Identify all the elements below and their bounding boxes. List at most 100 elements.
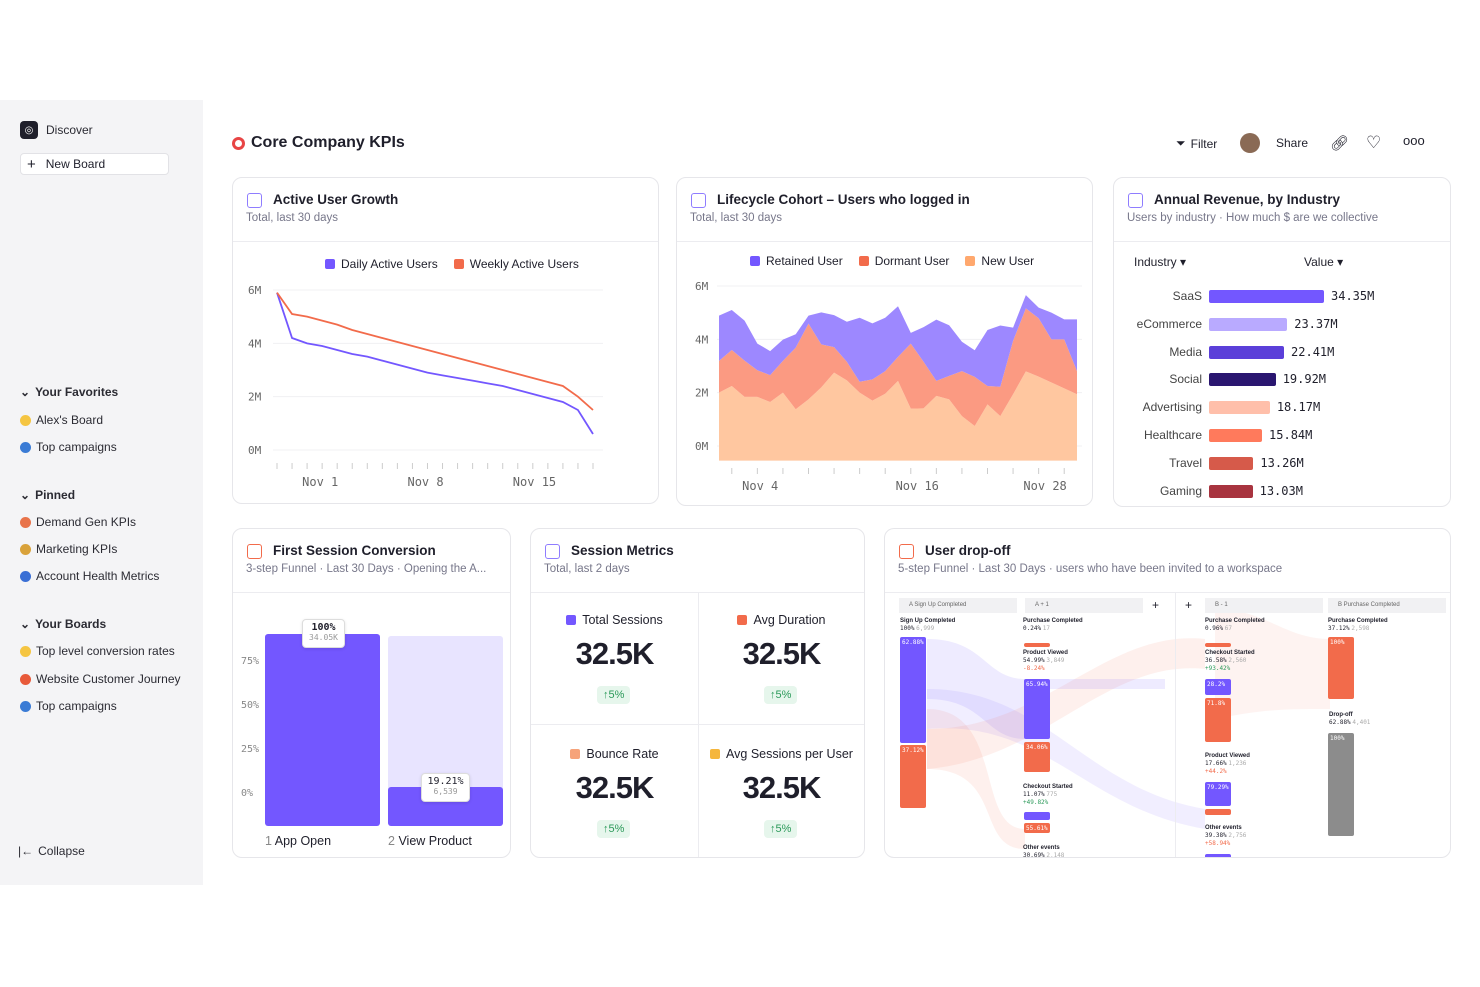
conversion-tooltip: 19.21% 6,539 <box>421 773 470 802</box>
sidebar-item[interactable]: Top campaigns <box>20 440 117 454</box>
legend-item[interactable]: Retained User <box>750 254 843 268</box>
legend-item[interactable]: Weekly Active Users <box>453 257 579 271</box>
sidebar-item[interactable]: Demand Gen KPIs <box>20 515 136 529</box>
step-node[interactable]: Other events 30.69% 2,148 <box>1023 845 1065 858</box>
b[interactable]: Product Viewed 17.66% 1,236 +44.2% <box>1205 753 1250 775</box>
funnel-segment[interactable]: 100% <box>1328 733 1354 836</box>
step-node[interactable]: Product Viewed 54.99% 3,849 -8.24% <box>1023 650 1068 672</box>
revenue-bar[interactable] <box>1209 401 1270 415</box>
funnel-segment[interactable]: 55.61% <box>1024 823 1050 833</box>
revenue-bar[interactable] <box>1209 373 1276 387</box>
card-title[interactable]: First Session Conversion <box>273 543 436 558</box>
sidebar-item[interactable]: Alex's Board <box>20 413 103 427</box>
sidebar-item[interactable]: Marketing KPIs <box>20 542 117 556</box>
step-node[interactable]: Purchase Completed 0.24% 17 <box>1023 618 1083 632</box>
add-step-button[interactable]: + <box>1152 598 1160 612</box>
y-tick-label: 2M <box>248 391 262 404</box>
pinned-section-toggle[interactable]: ⌄ Pinned <box>20 488 75 502</box>
first-session-conversion-card: First Session Conversion 3-step Funnel ·… <box>232 528 511 858</box>
conversion-tooltip: 100% 34.05K <box>302 619 345 648</box>
funnel-segment[interactable] <box>1205 854 1231 857</box>
funnel-segment[interactable] <box>1205 643 1231 647</box>
funnel-icon <box>899 544 914 559</box>
legend-item[interactable]: New User <box>965 254 1034 268</box>
value-label: 13.03M <box>1259 483 1303 498</box>
step-header[interactable]: A Sign Up Completed <box>899 598 1017 613</box>
step-node[interactable]: Purchase Completed 37.12% 2,598 <box>1328 618 1388 632</box>
new-board-label: New Board <box>45 157 106 171</box>
sidebar-item[interactable]: Account Health Metrics <box>20 569 159 583</box>
card-title[interactable]: Active User Growth <box>273 192 399 207</box>
revenue-bar[interactable] <box>1209 429 1263 442</box>
industry-label: Gaming <box>1159 483 1202 498</box>
collapse-icon: |← <box>18 844 34 858</box>
funnel-segment[interactable]: 71.8% <box>1205 698 1231 742</box>
revenue-bar[interactable] <box>1209 345 1285 359</box>
sidebar-item[interactable]: Website Customer Journey <box>20 672 181 686</box>
funnel-segment[interactable]: 28.2% <box>1205 679 1231 695</box>
card-title[interactable]: User drop-off <box>925 543 1011 558</box>
link-icon[interactable]: 🔗︎ <box>1330 135 1350 152</box>
revenue-bar[interactable] <box>1209 317 1288 331</box>
sidebar-item[interactable]: Top level conversion rates <box>20 644 175 658</box>
industry-label: Social <box>1169 372 1202 387</box>
step-header[interactable]: B - 1 <box>1205 598 1323 613</box>
share-button[interactable]: Share <box>1276 136 1308 150</box>
add-step-button[interactable]: + <box>1185 598 1193 612</box>
funnel-segment[interactable]: 37.12% <box>900 745 926 808</box>
funnel-segment[interactable]: 34.06% <box>1024 742 1050 772</box>
industry-sort-dropdown[interactable]: Industry ▾ <box>1134 255 1187 269</box>
step-node[interactable]: Checkout Started 36.58% 2,560 +93.42% <box>1205 650 1255 672</box>
sidebar-item-discover[interactable]: ◎ Discover <box>20 121 93 139</box>
funnel-segment[interactable] <box>1024 812 1050 820</box>
filter-button[interactable]: ⏷ Filter <box>1176 136 1217 151</box>
revenue-bar[interactable] <box>1209 456 1254 470</box>
dropoff-node[interactable]: Drop-off 62.88% 4,401 <box>1329 712 1371 726</box>
funnel-segment[interactable] <box>1205 809 1231 815</box>
y-tick-label: 6M <box>248 284 262 297</box>
x-tick-label: Nov 1 <box>302 475 338 489</box>
flow-bands <box>927 609 1330 849</box>
revenue-bar[interactable] <box>1209 484 1253 498</box>
x-tick-label: Nov 15 <box>513 475 556 489</box>
card-subtitle: Total, last 30 days <box>690 212 783 224</box>
funnel-segment[interactable]: 62.88% <box>900 637 926 743</box>
revenue-bar[interactable] <box>1209 290 1324 303</box>
funnel-bar-app-open[interactable] <box>265 634 380 826</box>
favorites-section-toggle[interactable]: ⌄ Your Favorites <box>20 385 118 399</box>
legend-item[interactable]: Daily Active Users <box>325 257 438 271</box>
chevron-down-icon: ⌄ <box>20 385 31 399</box>
funnel-segment[interactable]: 65.94% <box>1024 679 1050 739</box>
value-sort-dropdown[interactable]: Value ▾ <box>1304 255 1344 269</box>
step-node[interactable]: Checkout Started 11.07% 775 +49.82% <box>1023 784 1073 806</box>
y-tick-label: 25% <box>241 744 260 755</box>
session-metrics-card: Session Metrics Total, last 2 days Total… <box>530 528 865 858</box>
emoji-icon <box>20 516 31 528</box>
b[interactable]: Other events 39.38% 2,756 +58.94% <box>1205 825 1247 847</box>
funnel-segment[interactable] <box>1024 643 1050 647</box>
heart-icon[interactable]: ♡ <box>1366 133 1382 152</box>
sidebar-item[interactable]: Top campaigns <box>20 699 117 713</box>
funnel-icon <box>247 544 262 559</box>
more-icon[interactable]: ooo <box>1403 133 1425 148</box>
series-line-daily-active-users <box>276 292 594 435</box>
card-title[interactable]: Annual Revenue, by Industry <box>1154 192 1341 207</box>
step-header[interactable]: A + 1 <box>1025 598 1143 613</box>
legend-item[interactable]: Dormant User <box>858 254 949 268</box>
divider <box>531 592 864 593</box>
collapse-button[interactable]: |← Collapse <box>18 844 85 858</box>
emoji-icon <box>20 570 31 582</box>
boards-section-toggle[interactable]: ⌄ Your Boards <box>20 617 106 631</box>
new-board-button[interactable]: + New Board <box>20 153 169 175</box>
avatar[interactable] <box>1240 133 1260 153</box>
step-node[interactable]: Sign Up Completed 100% 6,999 <box>900 618 956 632</box>
y-tick-label: 50% <box>241 700 260 711</box>
funnel-segment[interactable]: 100% <box>1328 637 1354 699</box>
sidebar-item-label: Demand Gen KPIs <box>36 515 137 529</box>
card-title[interactable]: Session Metrics <box>571 543 674 558</box>
card-title[interactable]: Lifecycle Cohort – Users who logged in <box>717 192 970 207</box>
funnel-segment[interactable]: 79.29% <box>1205 782 1231 806</box>
divider <box>233 241 658 242</box>
step-node[interactable]: Purchase Completed 0.96% 67 <box>1205 618 1265 632</box>
step-header[interactable]: B Purchase Completed <box>1328 598 1446 613</box>
